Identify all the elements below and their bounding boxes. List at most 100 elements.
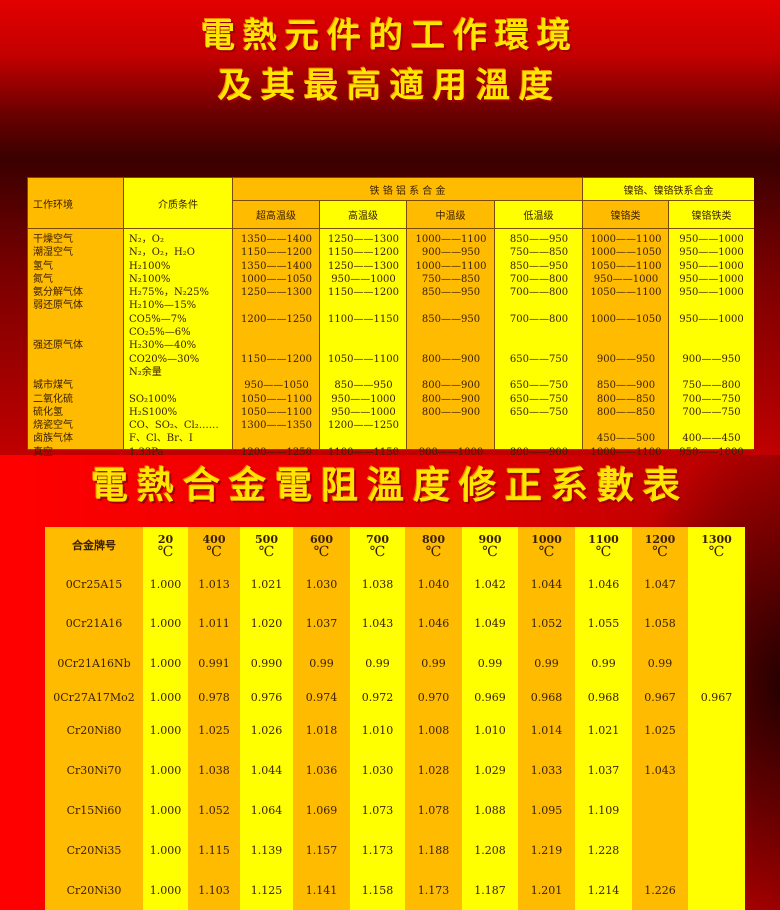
coefficient-value: 0.99 <box>647 656 673 670</box>
cell: 900——950 <box>421 247 481 259</box>
coefficient-value: 1.095 <box>530 803 563 817</box>
cell <box>407 299 495 312</box>
coefficient-value: 1.000 <box>149 616 182 630</box>
coefficient-value: 1.008 <box>417 723 450 737</box>
unit-celsius: ℃ <box>708 544 725 560</box>
table-line: 潮湿空气 N₂，O₂，H₂O 1150——1200 1150——1200 900——95… <box>28 246 754 259</box>
cell: 700——750 <box>682 393 741 405</box>
cell <box>320 326 407 339</box>
cell <box>28 353 124 366</box>
cell: 900——950 <box>596 353 656 365</box>
temp-value: 400 <box>202 533 226 546</box>
cell: 750——850 <box>509 247 569 259</box>
header-temp-400: 400 ℃ <box>188 527 240 567</box>
coefficient-value: 1.000 <box>149 843 182 857</box>
coefficient-value: 0.99 <box>591 656 616 670</box>
cell: 850——950 <box>421 313 481 325</box>
column-bg <box>518 527 575 910</box>
table-line: 城市煤气 950——1050 850——950 800——900 650——750 850… <box>28 379 754 392</box>
cell: 1050——1100 <box>590 287 662 299</box>
alloy-grade: 0Cr25A15 <box>65 577 123 591</box>
column-bg <box>688 527 745 910</box>
cell: 1250——1300 <box>328 260 399 272</box>
cell: 1000——1100 <box>415 260 487 272</box>
cell: 650——750 <box>509 406 569 418</box>
title-line-1: 電熱元件的工作環境 <box>201 16 579 56</box>
cell: 950——1000 <box>331 393 396 405</box>
cell: 1000——1050 <box>241 273 312 285</box>
cell: 卤族气体 <box>33 433 73 445</box>
cell <box>669 366 754 379</box>
cell: 1200——1250 <box>328 420 399 432</box>
coefficient-value: 1.158 <box>361 883 394 897</box>
cell <box>233 299 320 312</box>
coefficient-value: 1.103 <box>198 883 230 897</box>
table-row: 0Cr27A17Mo2 1.000 0.978 0.976 0.974 0.972 0.97… <box>45 678 745 716</box>
cell: 850——950 <box>509 260 569 272</box>
coefficient-value: 1.042 <box>474 577 506 591</box>
unit-celsius: ℃ <box>369 544 386 560</box>
cell: N₂100% <box>129 273 171 285</box>
cell: 弱还原气体 <box>33 300 83 312</box>
coefficient-value: 1.010 <box>474 723 506 737</box>
column-bg <box>143 527 188 910</box>
table-line: 二氧化硫 SO₂100% 1050——1100 950——1000 800——900 65… <box>28 393 754 406</box>
cell: F、Cl、Br、I <box>129 433 193 445</box>
coefficient-value: 0.970 <box>417 690 450 704</box>
cell: 干燥空气 <box>33 234 73 245</box>
coefficient-value: 1.044 <box>250 763 283 777</box>
coefficient-value: 1.033 <box>530 763 563 777</box>
table-line: 氢气 H₂100% 1350——1400 1250——1300 1000——1100 85… <box>28 260 754 273</box>
cell: 700——800 <box>509 313 569 325</box>
subheader-1: 高温级 <box>320 201 407 229</box>
cell: 1000——1100 <box>590 234 662 245</box>
header-temp-800: 800 ℃ <box>405 527 462 567</box>
coefficient-value: 1.020 <box>250 616 283 630</box>
cell: 950——1000 <box>679 234 744 245</box>
coefficient-value: 0.972 <box>361 690 394 704</box>
cell: 850——950 <box>421 287 481 299</box>
header-fecral-alloys: 铁 铬 铝 系 合 金 <box>233 178 583 201</box>
coefficient-value: 1.030 <box>305 577 338 591</box>
coefficient-value: 1.088 <box>474 803 506 817</box>
coefficient-value: 1.219 <box>530 843 563 857</box>
cell <box>407 339 495 352</box>
cell <box>583 366 669 379</box>
table-line: 氨分解气体 H₂75%，N₂25% 1250——1300 1150——1200 850—… <box>28 286 754 299</box>
cell: CO20%—30% <box>129 353 200 365</box>
header-row: 合金牌号 20 ℃ 400 ℃ 500 ℃ 600 ℃ 700 ℃ 800 ℃ 900 ℃ 1000 ℃ 1100… <box>45 527 745 567</box>
table-line: 弱还原气体 H₂10%—15% <box>28 299 754 312</box>
cell <box>583 326 669 339</box>
coefficient-value: 1.055 <box>587 616 620 630</box>
coefficient-value: 0.969 <box>474 690 506 704</box>
cell: 1150——1200 <box>241 247 312 259</box>
cell <box>233 326 320 339</box>
table-row: 0Cr21A16 1.000 1.011 1.020 1.037 1.043 1.046 1.… <box>45 604 745 642</box>
alloy-grade: 0Cr21A16Nb <box>57 656 131 670</box>
header-medium: 介质条件 <box>124 178 233 229</box>
header-temp-1200: 1200 ℃ <box>632 527 688 567</box>
header-temp-1000: 1000 ℃ <box>518 527 575 567</box>
cell: CO₂5%—6% <box>129 327 191 339</box>
cell <box>124 379 233 392</box>
coefficient-value: 1.173 <box>417 883 450 897</box>
coefficient-value: 1.226 <box>644 883 676 897</box>
coefficient-value: 0.990 <box>250 656 283 670</box>
coefficient-value: 1.029 <box>474 763 506 777</box>
coefficient-value: 0.99 <box>421 656 446 670</box>
unit-celsius: ℃ <box>482 544 498 560</box>
table-row: Cr30Ni70 1.000 1.038 1.044 1.036 1.030 1.028 1.… <box>45 751 745 789</box>
coefficient-value: 1.026 <box>250 723 283 737</box>
unit-celsius: ℃ <box>538 544 555 560</box>
cell: H₂10%—15% <box>129 300 197 312</box>
cell <box>320 366 407 379</box>
cell: 硫化氢 <box>33 406 63 418</box>
coefficient-value: 1.052 <box>530 616 563 630</box>
coefficient-value: 1.025 <box>644 723 676 737</box>
cell <box>28 366 124 379</box>
header-temp-700: 700 ℃ <box>350 527 405 567</box>
coefficient-value: 1.000 <box>149 763 182 777</box>
table-line: 氮气 N₂100% 1000——1050 950——1000 750——850 700——… <box>28 273 754 286</box>
cell: 二氧化硫 <box>33 393 73 405</box>
cell: N₂，O₂ <box>129 234 164 245</box>
